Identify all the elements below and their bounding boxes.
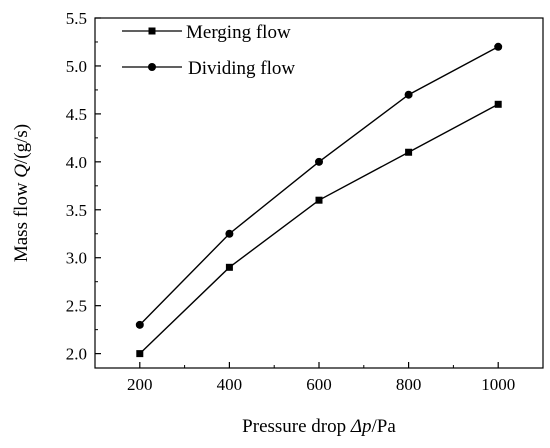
plot-frame [94, 17, 544, 369]
data-point-square [225, 263, 233, 271]
x-tick-label: 400 [217, 375, 243, 394]
data-point-circle [404, 90, 413, 99]
series-line-dividing-flow [139, 46, 499, 326]
data-point-square [405, 148, 413, 156]
data-point-square [136, 350, 144, 358]
x-tick-label: 1000 [481, 375, 515, 394]
x-axis-label: Pressure drop Δp/Pa [242, 416, 396, 437]
y-tick-label: 2.0 [66, 345, 87, 364]
y-tick-label: 4.0 [66, 153, 87, 172]
x-tick-label: 800 [396, 375, 422, 394]
legend-marker-circle [148, 63, 156, 71]
x-tick-label: 600 [306, 375, 332, 394]
y-tick-label: 4.5 [66, 105, 87, 124]
data-point-circle [494, 42, 503, 51]
data-point-circle [135, 320, 144, 329]
plot-area-border [94, 17, 544, 369]
y-tick-label: 5.0 [66, 57, 87, 76]
x-tick-label: 200 [127, 375, 153, 394]
data-point-square [494, 100, 502, 108]
y-tick-label: 2.5 [66, 297, 87, 316]
series-layer [135, 42, 503, 358]
data-point-square [315, 196, 323, 204]
y-axis: 2.0 2.5 3.0 3.5 4.0 4.5 5.0 5.5 [66, 9, 101, 364]
y-axis-label: Mass flow Q/(g/s) [11, 124, 32, 262]
y-tick-label: 3.5 [66, 201, 87, 220]
legend: Merging flow Dividing flow [122, 22, 295, 79]
y-tick-label: 3.0 [66, 249, 87, 268]
series-line-merging-flow [139, 103, 499, 355]
x-axis: 200 400 600 800 1000 [127, 362, 515, 394]
data-point-circle [315, 157, 323, 166]
data-point-circle [225, 229, 234, 238]
y-tick-label: 5.5 [66, 9, 87, 28]
legend-label-dividing: Dividing flow [188, 58, 295, 79]
legend-label-merging: Merging flow [186, 22, 291, 43]
legend-marker-square [148, 27, 156, 35]
